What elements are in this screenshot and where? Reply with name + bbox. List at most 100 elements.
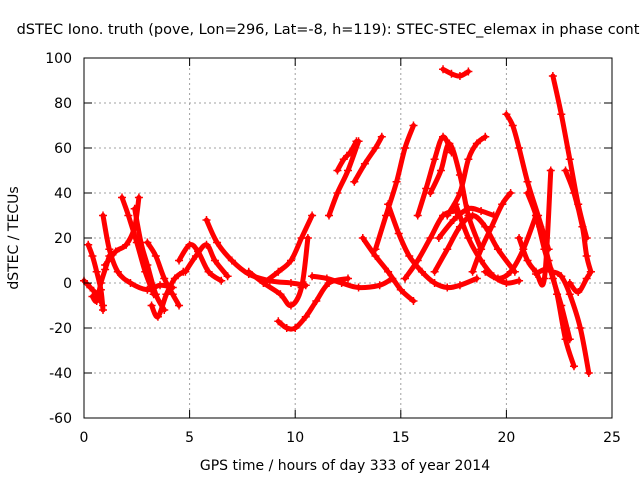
data-point [413,256,422,265]
series-curve [385,201,480,291]
data-point [227,256,236,265]
data-point [162,290,171,299]
data-point [515,144,524,152]
data-point [544,256,553,265]
data-point [557,272,566,281]
data-point [468,267,477,276]
data-point [126,279,135,287]
data-point [493,274,502,283]
data-point [274,267,283,276]
data-point [443,245,452,254]
data-point [515,234,524,242]
data-point [301,312,310,321]
data-point [472,139,481,148]
data-point [92,297,101,305]
data-point [384,200,393,209]
data-point [111,247,120,256]
data-point [394,229,403,238]
data-point [578,222,587,231]
data-point [99,306,108,314]
data-point [409,121,418,130]
data-point [506,189,515,197]
data-point [396,285,405,294]
data-point [276,290,285,299]
data-point [455,189,464,197]
series-curve [351,134,385,185]
data-point [124,211,133,220]
data-point [569,189,578,197]
data-point [134,193,143,202]
data-point [443,211,452,220]
data-point [455,72,464,80]
data-point [464,155,473,164]
data-point [130,204,139,213]
data-point [99,211,108,220]
y-tick-label: 60 [54,141,72,157]
y-tick-label: -60 [49,411,72,427]
data-series [80,65,595,377]
data-point [401,144,410,152]
data-point [274,317,283,326]
data-point [565,290,574,299]
data-point [417,267,426,276]
y-axis-label: dSTEC / TECUs [6,186,22,289]
data-point [464,204,473,213]
series-35 [531,265,593,377]
y-tick-label: -40 [49,366,72,382]
series-30 [468,189,515,276]
data-point [113,267,122,276]
data-point [210,256,219,265]
y-tick-label: 20 [54,231,72,247]
data-point [523,189,532,197]
data-point [282,324,291,332]
data-point [439,65,448,74]
data-point [426,189,435,197]
data-point [377,132,386,141]
series-20 [371,121,418,254]
data-point [561,335,570,344]
data-point [430,155,439,164]
data-point [382,211,391,220]
data-point [297,283,306,292]
series-curve [440,66,471,79]
data-point [561,166,570,175]
data-point [354,283,363,292]
data-point [548,72,557,80]
data-point [337,279,346,287]
data-point [244,267,253,276]
x-tick-label: 10 [286,430,304,446]
data-point [88,252,97,260]
data-point [384,267,393,276]
data-point [333,166,342,175]
data-point [202,240,211,249]
data-point [565,279,574,287]
data-point [445,139,454,148]
data-point [426,234,435,242]
data-point [223,272,232,281]
data-point [312,297,321,305]
grid-lines [84,58,612,418]
x-tick-label: 25 [603,430,621,446]
data-point [553,290,562,299]
plot-frame [83,57,613,419]
data-point [434,234,443,242]
data-point [297,234,306,242]
series-10 [181,240,232,281]
data-point [422,184,431,193]
data-point [502,110,511,119]
data-point [576,324,585,332]
series-curve [326,138,362,218]
data-point [582,274,591,283]
data-point [405,252,414,260]
series-36 [536,222,578,371]
series-curve [567,269,594,295]
data-point [358,234,367,242]
data-point [185,240,194,249]
data-point [86,283,95,292]
data-point [175,301,184,310]
data-point [401,274,410,283]
series-8 [147,267,188,321]
series-14 [274,274,352,332]
x-tick-label: 0 [80,430,89,446]
series-18 [350,132,386,186]
